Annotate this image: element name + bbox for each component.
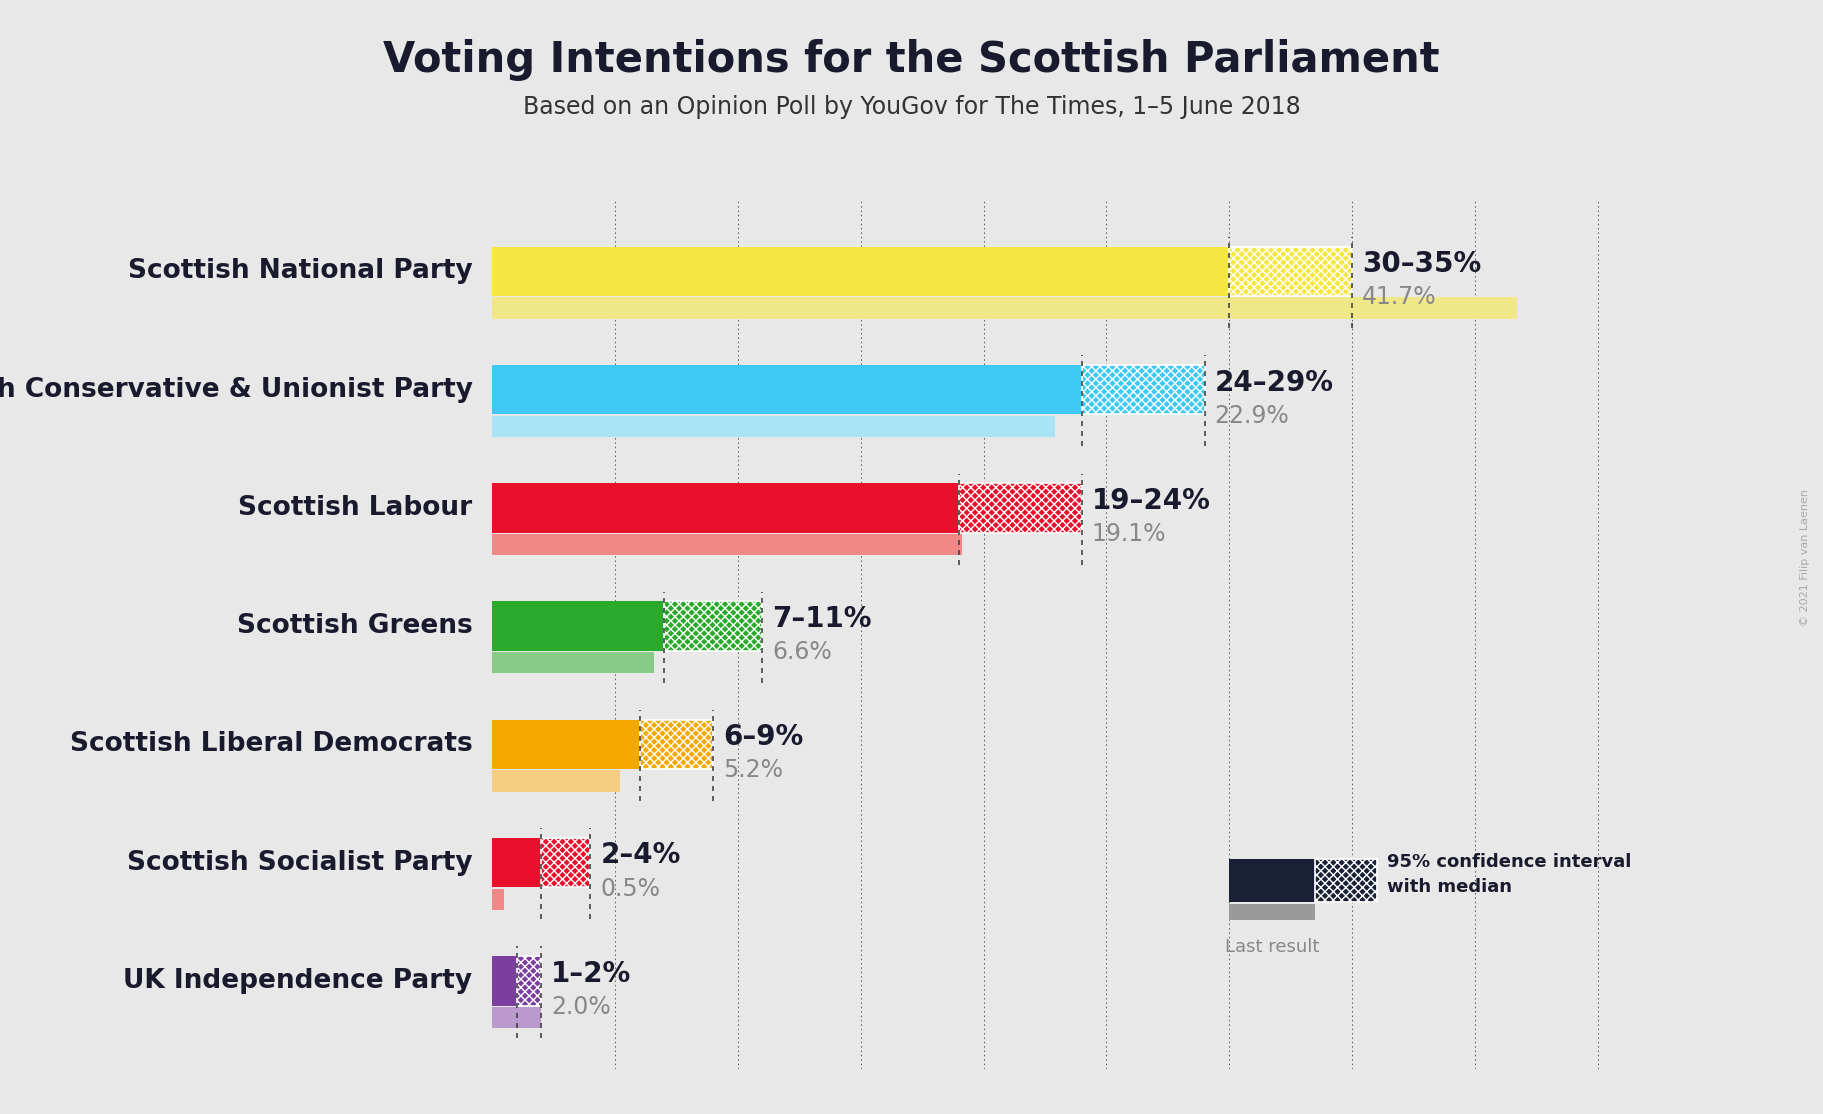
Text: 6–9%: 6–9% [724,723,804,751]
Bar [541,838,591,888]
Bar [1316,859,1376,901]
Bar [492,416,1056,437]
Bar [1316,859,1376,901]
Bar [1081,365,1205,414]
Text: 6.6%: 6.6% [773,641,831,664]
Text: Scottish Labour: Scottish Labour [239,495,472,521]
Bar [492,956,516,1006]
Bar [664,602,762,651]
Text: 7–11%: 7–11% [773,605,871,633]
Text: Scottish Socialist Party: Scottish Socialist Party [128,850,472,876]
Text: Scottish Conservative & Unionist Party: Scottish Conservative & Unionist Party [0,377,472,402]
Bar [492,534,961,555]
Text: © 2021 Filip van Laenen: © 2021 Filip van Laenen [1801,489,1810,625]
Bar [640,720,713,769]
Text: Scottish National Party: Scottish National Party [128,258,472,284]
Text: Scottish Liberal Democrats: Scottish Liberal Democrats [69,731,472,758]
Bar [492,297,1517,319]
Text: 41.7%: 41.7% [1362,285,1437,310]
Text: 2.0%: 2.0% [551,995,611,1019]
Bar [492,246,1229,296]
Bar [492,838,541,888]
Bar [492,602,664,651]
Bar [959,483,1081,532]
Text: Last result: Last result [1225,938,1320,956]
Text: Based on an Opinion Poll by YouGov for The Times, 1–5 June 2018: Based on an Opinion Poll by YouGov for T… [523,95,1300,119]
Bar [664,602,762,651]
Text: Scottish Greens: Scottish Greens [237,613,472,639]
Text: 1–2%: 1–2% [551,959,631,988]
Bar [1229,903,1316,920]
Bar [1229,246,1353,296]
Bar [1229,246,1353,296]
Bar [492,483,959,532]
Text: UK Independence Party: UK Independence Party [124,968,472,994]
Text: 24–29%: 24–29% [1214,369,1334,397]
Bar [492,652,654,673]
Bar [492,1007,541,1028]
Bar [541,838,591,888]
Bar [492,720,640,769]
Text: 30–35%: 30–35% [1362,251,1482,278]
Text: 2–4%: 2–4% [600,841,680,869]
Bar [492,771,620,792]
Bar [1229,859,1316,901]
Bar [516,956,541,1006]
Text: 0.5%: 0.5% [600,877,660,900]
Text: Voting Intentions for the Scottish Parliament: Voting Intentions for the Scottish Parli… [383,39,1440,81]
Text: 22.9%: 22.9% [1214,403,1289,428]
Text: 95% confidence interval
with median: 95% confidence interval with median [1387,853,1632,896]
Bar [516,956,541,1006]
Text: 19.1%: 19.1% [1092,521,1167,546]
Bar [492,889,505,910]
Bar [492,365,1081,414]
Text: 5.2%: 5.2% [724,759,784,782]
Text: 19–24%: 19–24% [1092,487,1210,515]
Bar [959,483,1081,532]
Bar [1081,365,1205,414]
Bar [640,720,713,769]
